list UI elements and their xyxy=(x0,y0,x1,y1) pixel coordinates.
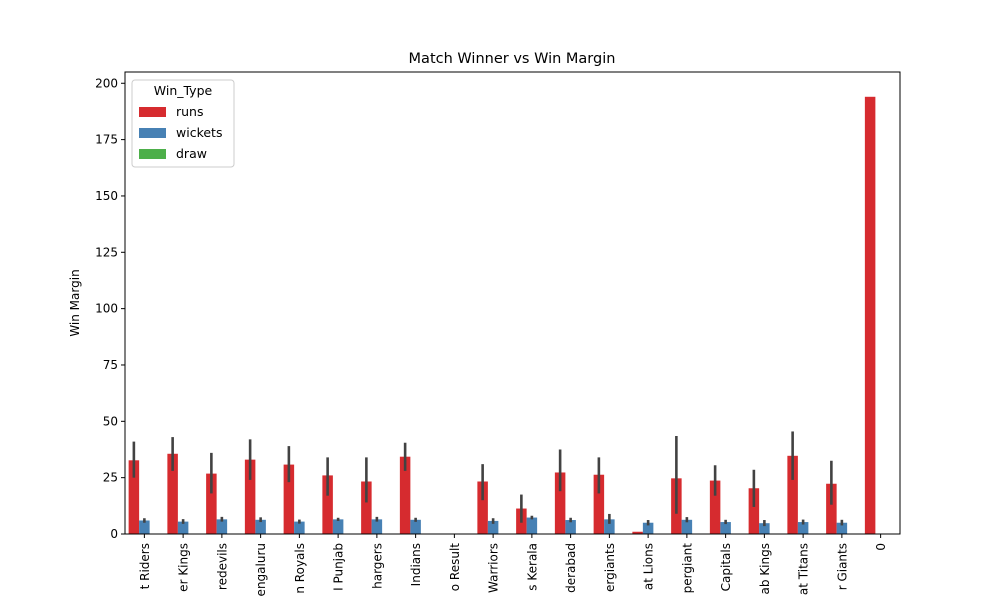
y-axis-label: Win Margin xyxy=(68,269,82,336)
bar-wickets-0 xyxy=(139,520,150,534)
bar-wickets-5 xyxy=(332,519,344,534)
bar-runs-16 xyxy=(748,488,760,534)
bar-runs-11 xyxy=(554,472,566,534)
bar-wickets-13 xyxy=(642,522,654,534)
x-tick-label: ab Kings xyxy=(758,543,772,594)
legend-swatch-wickets xyxy=(139,128,166,138)
bar-wickets-1 xyxy=(177,521,189,534)
legend-swatch-runs xyxy=(139,107,166,117)
x-tick-label: I Punjab xyxy=(332,543,346,591)
x-tick-label: engaluru xyxy=(254,543,268,596)
x-tick-label: n Royals xyxy=(293,543,307,594)
bar-wickets-7 xyxy=(410,519,421,534)
x-tick-label: derabad xyxy=(564,543,578,593)
plot-frame xyxy=(124,71,901,535)
axes: 0 25 50 75 100 125 150 175 200 t Riders er Kings re… xyxy=(95,76,888,596)
bar-wickets-4 xyxy=(294,521,305,534)
x-tick-label: Warriors xyxy=(487,543,501,593)
bar-runs-9 xyxy=(477,481,488,534)
x-tick-label: at Titans xyxy=(797,543,811,595)
bar-wickets-17 xyxy=(797,522,809,534)
y-tick-label: 25 xyxy=(103,471,118,485)
legend-title: Win_Type xyxy=(154,83,213,98)
y-tick-label: 125 xyxy=(95,245,118,259)
bar-runs-12 xyxy=(593,474,605,534)
legend-label-runs: runs xyxy=(176,104,204,119)
y-tick-label: 50 xyxy=(103,414,118,428)
bar-runs-18 xyxy=(826,483,837,534)
legend-label-wickets: wickets xyxy=(176,125,222,140)
x-tick-label: Indians xyxy=(409,543,423,586)
x-tick-label: ergiants xyxy=(603,543,617,592)
x-tick-label: 0 xyxy=(874,543,888,551)
bar-runs-0 xyxy=(128,460,140,534)
bar-wickets-3 xyxy=(255,519,266,534)
x-tick-label: er Kings xyxy=(177,543,191,592)
bar-wickets-6 xyxy=(371,519,383,534)
bar-runs-6 xyxy=(361,481,372,534)
x-tick-label: pergiant xyxy=(680,543,694,594)
bar-wickets-18 xyxy=(836,522,848,534)
bar-wickets-14 xyxy=(681,519,693,534)
y-tick-label: 150 xyxy=(95,189,118,203)
bar-wickets-12 xyxy=(604,519,615,534)
legend-label-draw: draw xyxy=(176,146,207,161)
bar-runs-19 xyxy=(864,96,876,534)
bar-runs-13 xyxy=(632,531,643,534)
bar-runs-4 xyxy=(283,464,295,534)
legend-swatch-draw xyxy=(139,149,166,159)
bar-runs-15 xyxy=(709,480,721,534)
x-tick-label: t Riders xyxy=(138,543,152,589)
bar-runs-1 xyxy=(167,453,178,534)
bar-wickets-11 xyxy=(565,520,576,534)
legend-box xyxy=(131,79,235,168)
x-tick-label: r Giants xyxy=(835,543,849,590)
y-tick-label: 0 xyxy=(110,527,118,541)
plot-area xyxy=(128,96,876,534)
bar-runs-2 xyxy=(206,473,217,534)
x-tick-label: redevils xyxy=(215,543,229,590)
y-tick-label: 100 xyxy=(95,302,118,316)
x-tick-label: at Lions xyxy=(642,543,656,590)
bar-wickets-15 xyxy=(720,522,731,534)
bar-wickets-10 xyxy=(526,517,538,534)
y-tick-label: 175 xyxy=(95,133,118,147)
bar-runs-5 xyxy=(322,475,333,534)
chart-title: Match Winner vs Win Margin xyxy=(409,51,616,67)
bar-runs-3 xyxy=(244,459,256,534)
bar-wickets-2 xyxy=(216,519,228,534)
bar-wickets-16 xyxy=(759,523,770,534)
y-tick-label: 200 xyxy=(95,76,118,90)
bar-runs-7 xyxy=(399,456,411,534)
bar-wickets-9 xyxy=(487,520,499,534)
x-tick-label: s Kerala xyxy=(525,543,539,591)
bar-runs-17 xyxy=(787,455,798,534)
x-tick-label: hargers xyxy=(370,543,384,589)
x-tick-label: Capitals xyxy=(719,543,733,591)
x-tick-label: o Result xyxy=(448,543,462,592)
y-tick-label: 75 xyxy=(103,358,118,372)
